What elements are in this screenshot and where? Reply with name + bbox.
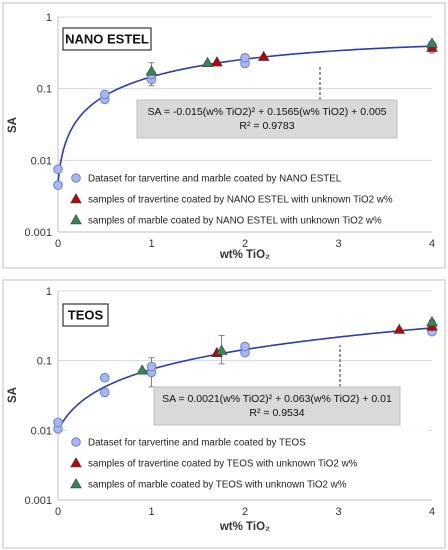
legend-background: [68, 166, 428, 231]
equation-box: [136, 99, 398, 139]
y-tick-label: 1: [46, 286, 52, 298]
y-tick-label: 0.1: [37, 356, 52, 368]
x-tick-label: 2: [242, 238, 248, 250]
x-axis-label: wt% TiO₂: [219, 521, 270, 533]
chart-title-box: [62, 27, 152, 51]
chart-panel-1: 0.001 0.01 0.1 1 0 1 2 3 4 wt% TiO₂ SA TEOS SA = 0.0…: [2, 279, 446, 549]
data-point-triangle: [70, 214, 82, 225]
x-tick-label: 3: [335, 506, 341, 518]
y-tick-label: 0.01: [31, 425, 52, 437]
legend-entry: Dataset for tarvertine and marble coated…: [88, 438, 306, 449]
data-point-circle: [71, 173, 81, 183]
x-tick-label: 1: [148, 238, 154, 250]
data-point-triangle: [145, 65, 158, 76]
x-tick-label: 0: [55, 506, 61, 518]
data-point-triangle: [201, 56, 214, 67]
data-point-triangle: [215, 344, 228, 355]
x-tick-label: 2: [242, 506, 248, 518]
r-squared: R² = 0.9783: [239, 120, 294, 132]
data-point-triangle: [70, 193, 82, 204]
y-tick-label: 0.1: [37, 84, 52, 96]
data-point-circle: [146, 361, 157, 372]
data-point-circle: [99, 372, 110, 383]
data-point-circle: [240, 52, 250, 63]
y-tick-label: 1: [46, 12, 52, 24]
legend-entry: samples of travertine coated by TEOS wit…: [88, 459, 358, 470]
x-tick-label: 1: [148, 506, 154, 518]
data-point-triangle: [426, 37, 438, 48]
chart-title-box: [62, 303, 109, 327]
legend-background: [68, 430, 428, 495]
x-axis-label: wt% TiO₂: [219, 249, 270, 261]
y-tick-label: 0.01: [31, 155, 52, 167]
data-point-circle: [240, 341, 250, 352]
y-tick-label: 0.001: [24, 495, 52, 507]
data-point-circle: [71, 437, 81, 447]
legend-entry: samples of travertine coated by NANO EST…: [88, 195, 393, 206]
data-point-circle: [99, 387, 110, 398]
data-point-triangle: [257, 50, 270, 61]
x-tick-label: 4: [429, 238, 435, 250]
data-point-triangle: [136, 364, 148, 375]
data-point-triangle: [70, 457, 82, 468]
data-point-triangle: [393, 323, 406, 334]
x-tick-label: 0: [55, 238, 61, 250]
chart-panel-0: 0.001 0.01 0.1 1 0 1 2 3 4 wt% TiO₂ SA NANO ESTEL SA…: [2, 2, 446, 269]
legend-entry: samples of marble coated by TEOS with un…: [88, 480, 347, 491]
legend-entry: samples of marble coated by NANO ESTEL w…: [88, 216, 382, 227]
chart-title: NANO ESTEL: [65, 32, 149, 47]
legend-entry: Dataset for tarvertine and marble coated…: [88, 174, 342, 185]
data-point-circle: [53, 180, 63, 190]
chart-title: TEOS: [68, 308, 104, 323]
r-squared: R² = 0.9534: [249, 407, 304, 419]
y-tick-label: 0.001: [24, 227, 52, 239]
x-tick-label: 3: [335, 238, 341, 250]
data-point-circle: [53, 164, 63, 175]
data-point-circle: [99, 89, 110, 100]
equation-box: [153, 386, 401, 426]
data-point-triangle: [70, 478, 82, 489]
data-point-triangle: [211, 56, 223, 67]
data-point-triangle: [426, 316, 438, 327]
regression-equation: SA = -0.015(w% TiO2)² + 0.1565(w% TiO2) …: [148, 106, 387, 118]
regression-equation: SA = 0.0021(w% TiO2)² + 0.063(w% TiO2) +…: [162, 393, 392, 405]
y-axis-label: SA: [7, 387, 19, 403]
x-tick-label: 4: [429, 506, 435, 518]
data-point-circle: [53, 417, 63, 428]
y-axis-label: SA: [7, 117, 19, 133]
